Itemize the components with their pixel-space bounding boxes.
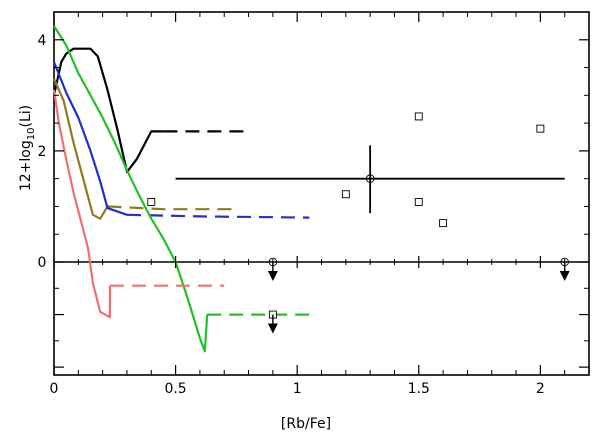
upper-limit-arrow [267,323,278,334]
y-axis-label: 12+log10(Li) [18,105,37,191]
y-tick-label: 2 [38,144,47,160]
plot-border [53,11,590,376]
data-point [341,190,350,199]
series-0-line [52,47,164,174]
error-point-marker [365,174,375,183]
y-tick-label: 4 [38,33,47,49]
data-point [414,112,423,121]
data-point [439,219,448,228]
data-point [536,124,545,133]
series-3-line [53,25,209,353]
x-tick-label: 1.5 [408,381,430,397]
y-label-subscript: 10 [26,128,37,141]
series-1-line [52,78,109,220]
points-layer [147,112,570,334]
upper-limit-arrow [559,271,570,281]
series-4-line [52,89,112,319]
series-layer [52,25,310,353]
series-2-dashed [126,213,310,219]
x-tick-label: 2 [536,381,545,397]
x-axis-label: [Rb/Fe] [281,416,331,432]
data-point [147,198,156,206]
series-2-line [52,61,128,216]
x-tick-label: 0 [50,381,59,397]
x-tick-label: 1 [293,381,302,397]
upper-limit-arrow [267,271,278,281]
plot-frame [53,11,590,376]
x-tick-label: 0.5 [164,381,186,397]
series-1-dashed [107,205,237,211]
y-label-tail: (Li) [18,105,34,128]
y-label-main: 12+log [18,140,34,191]
data-point [414,198,423,206]
y-tick-label: 0 [38,255,47,271]
ticks-layer: 0 0.5 1 1.5 2 0 2 4 [38,12,589,397]
